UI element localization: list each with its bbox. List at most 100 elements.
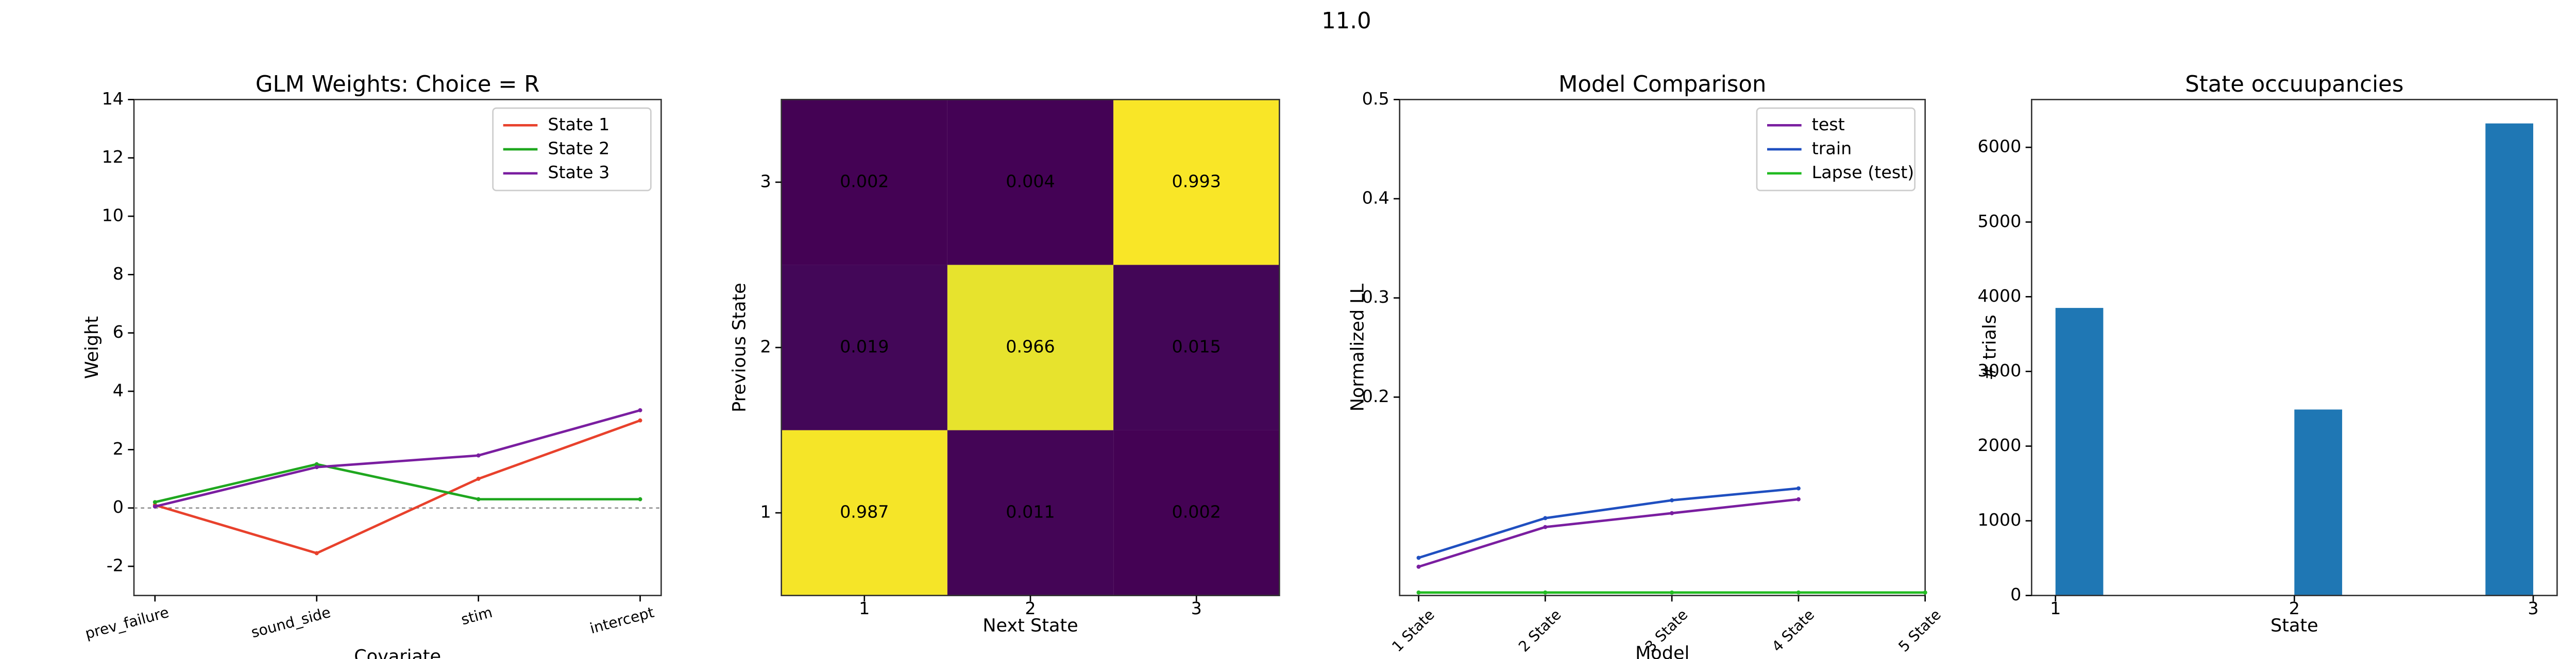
point xyxy=(1670,498,1674,502)
cell-label: 0.015 xyxy=(1172,337,1221,357)
cell-label: 0.002 xyxy=(840,171,889,191)
bar xyxy=(2055,308,2104,596)
point xyxy=(152,500,157,505)
point xyxy=(1670,590,1674,595)
y-tick-label: 0.5 xyxy=(1362,89,1389,109)
legend-label: train xyxy=(1812,138,1852,159)
x-axis-label: State xyxy=(2270,616,2318,636)
y-tick-label: 8 xyxy=(113,264,124,284)
y-tick-label: 6000 xyxy=(1978,136,2022,157)
x-axis-label: Model xyxy=(1635,643,1689,659)
point xyxy=(314,551,319,556)
x-tick-label: 3 xyxy=(2528,598,2538,618)
point xyxy=(314,462,319,466)
y-tick-label: 4000 xyxy=(1978,286,2022,306)
x-tick-label: 2 xyxy=(2289,598,2300,618)
y-tick-label: 2 xyxy=(760,337,771,357)
y-tick-label: 14 xyxy=(102,89,124,109)
cell-label: 0.002 xyxy=(1172,502,1221,522)
point xyxy=(1923,590,1927,595)
y-tick-label: 0.2 xyxy=(1362,386,1389,406)
axes-title: GLM Weights: Choice = R xyxy=(256,72,539,97)
bar xyxy=(2485,123,2533,596)
heatmap-cell xyxy=(947,99,1114,265)
legend-label: State 1 xyxy=(548,114,609,134)
heatmap-cell xyxy=(1113,99,1280,265)
point xyxy=(1796,486,1801,491)
cell-label: 0.011 xyxy=(1006,502,1055,522)
bar xyxy=(2294,409,2343,596)
y-tick-label: 3 xyxy=(760,171,771,191)
x-tick-label: 1 xyxy=(859,598,870,618)
point xyxy=(1416,556,1421,560)
x-tick-label: prev_failure xyxy=(83,604,171,643)
point xyxy=(1670,511,1674,515)
heatmap-cell xyxy=(1113,265,1280,430)
axes-title: Model Comparison xyxy=(1558,72,1766,97)
cell-label: 0.993 xyxy=(1172,171,1221,191)
x-tick-label: 2 State xyxy=(1515,606,1564,655)
x-axis-label: Next State xyxy=(982,616,1078,636)
cell-label: 0.966 xyxy=(1006,337,1055,357)
y-tick-label: 10 xyxy=(102,205,124,226)
y-tick-label: 3000 xyxy=(1978,360,2022,380)
heatmap-cell xyxy=(781,99,947,265)
series-line xyxy=(155,463,640,504)
x-axis-label: Covariate xyxy=(354,647,441,659)
point xyxy=(1543,516,1548,521)
y-tick-label: 0 xyxy=(2010,584,2021,604)
series-line xyxy=(155,419,641,554)
cell-label: 0.019 xyxy=(840,337,889,357)
y-tick-label: -2 xyxy=(107,556,124,576)
heatmap-cell xyxy=(781,430,947,596)
legend-label: Lapse (test) xyxy=(1812,162,1914,182)
suptitle: 11.0 xyxy=(1321,8,1371,34)
y-tick-label: 1000 xyxy=(1978,510,2022,530)
y-tick-label: 0.3 xyxy=(1362,287,1389,307)
point xyxy=(1416,590,1421,595)
point xyxy=(476,497,481,501)
heatmap-cell xyxy=(1113,430,1280,596)
series-line xyxy=(1418,498,1799,568)
heatmap-cell xyxy=(947,430,1114,596)
x-tick-label: 1 State xyxy=(1388,606,1437,655)
point xyxy=(1543,590,1548,595)
y-tick-label: 4 xyxy=(113,380,124,401)
series-line xyxy=(1418,487,1799,559)
point xyxy=(1796,497,1801,501)
x-tick-label: sound_side xyxy=(249,604,332,641)
point xyxy=(476,453,481,458)
y-axis-label: Normalized LL xyxy=(1348,283,1368,411)
x-tick-label: stim xyxy=(459,604,494,629)
y-axis-label: Weight xyxy=(82,316,103,379)
y-tick-label: 12 xyxy=(102,147,124,167)
y-tick-label: 6 xyxy=(113,322,124,342)
legend-box xyxy=(492,107,652,192)
x-tick-label: 2 xyxy=(1025,598,1036,618)
x-tick-label: 1 xyxy=(2050,598,2061,618)
x-tick-label: 3 xyxy=(1191,598,1202,618)
point xyxy=(1416,564,1421,569)
heatmap-cell xyxy=(781,265,947,430)
heatmap-cell xyxy=(947,265,1114,430)
cell-label: 0.987 xyxy=(840,502,889,522)
point xyxy=(314,465,319,470)
axes-title: State occuupancies xyxy=(2185,72,2403,97)
y-tick-label: 2 xyxy=(113,439,124,459)
legend-box xyxy=(1756,107,1916,192)
axes-frame xyxy=(1399,99,1926,596)
x-tick-label: 5 State xyxy=(1895,606,1944,655)
point xyxy=(152,504,157,509)
point xyxy=(476,476,481,481)
x-tick-label: intercept xyxy=(588,604,656,637)
x-tick-label: 4 State xyxy=(1769,606,1818,655)
y-tick-label: 1 xyxy=(760,502,771,522)
point xyxy=(638,497,642,501)
y-tick-label: 0.4 xyxy=(1362,188,1389,208)
legend-label: State 2 xyxy=(548,138,609,159)
y-tick-label: 0 xyxy=(113,497,124,517)
y-tick-label: 5000 xyxy=(1978,211,2022,231)
point xyxy=(1543,525,1548,529)
legend-label: State 3 xyxy=(548,162,609,182)
